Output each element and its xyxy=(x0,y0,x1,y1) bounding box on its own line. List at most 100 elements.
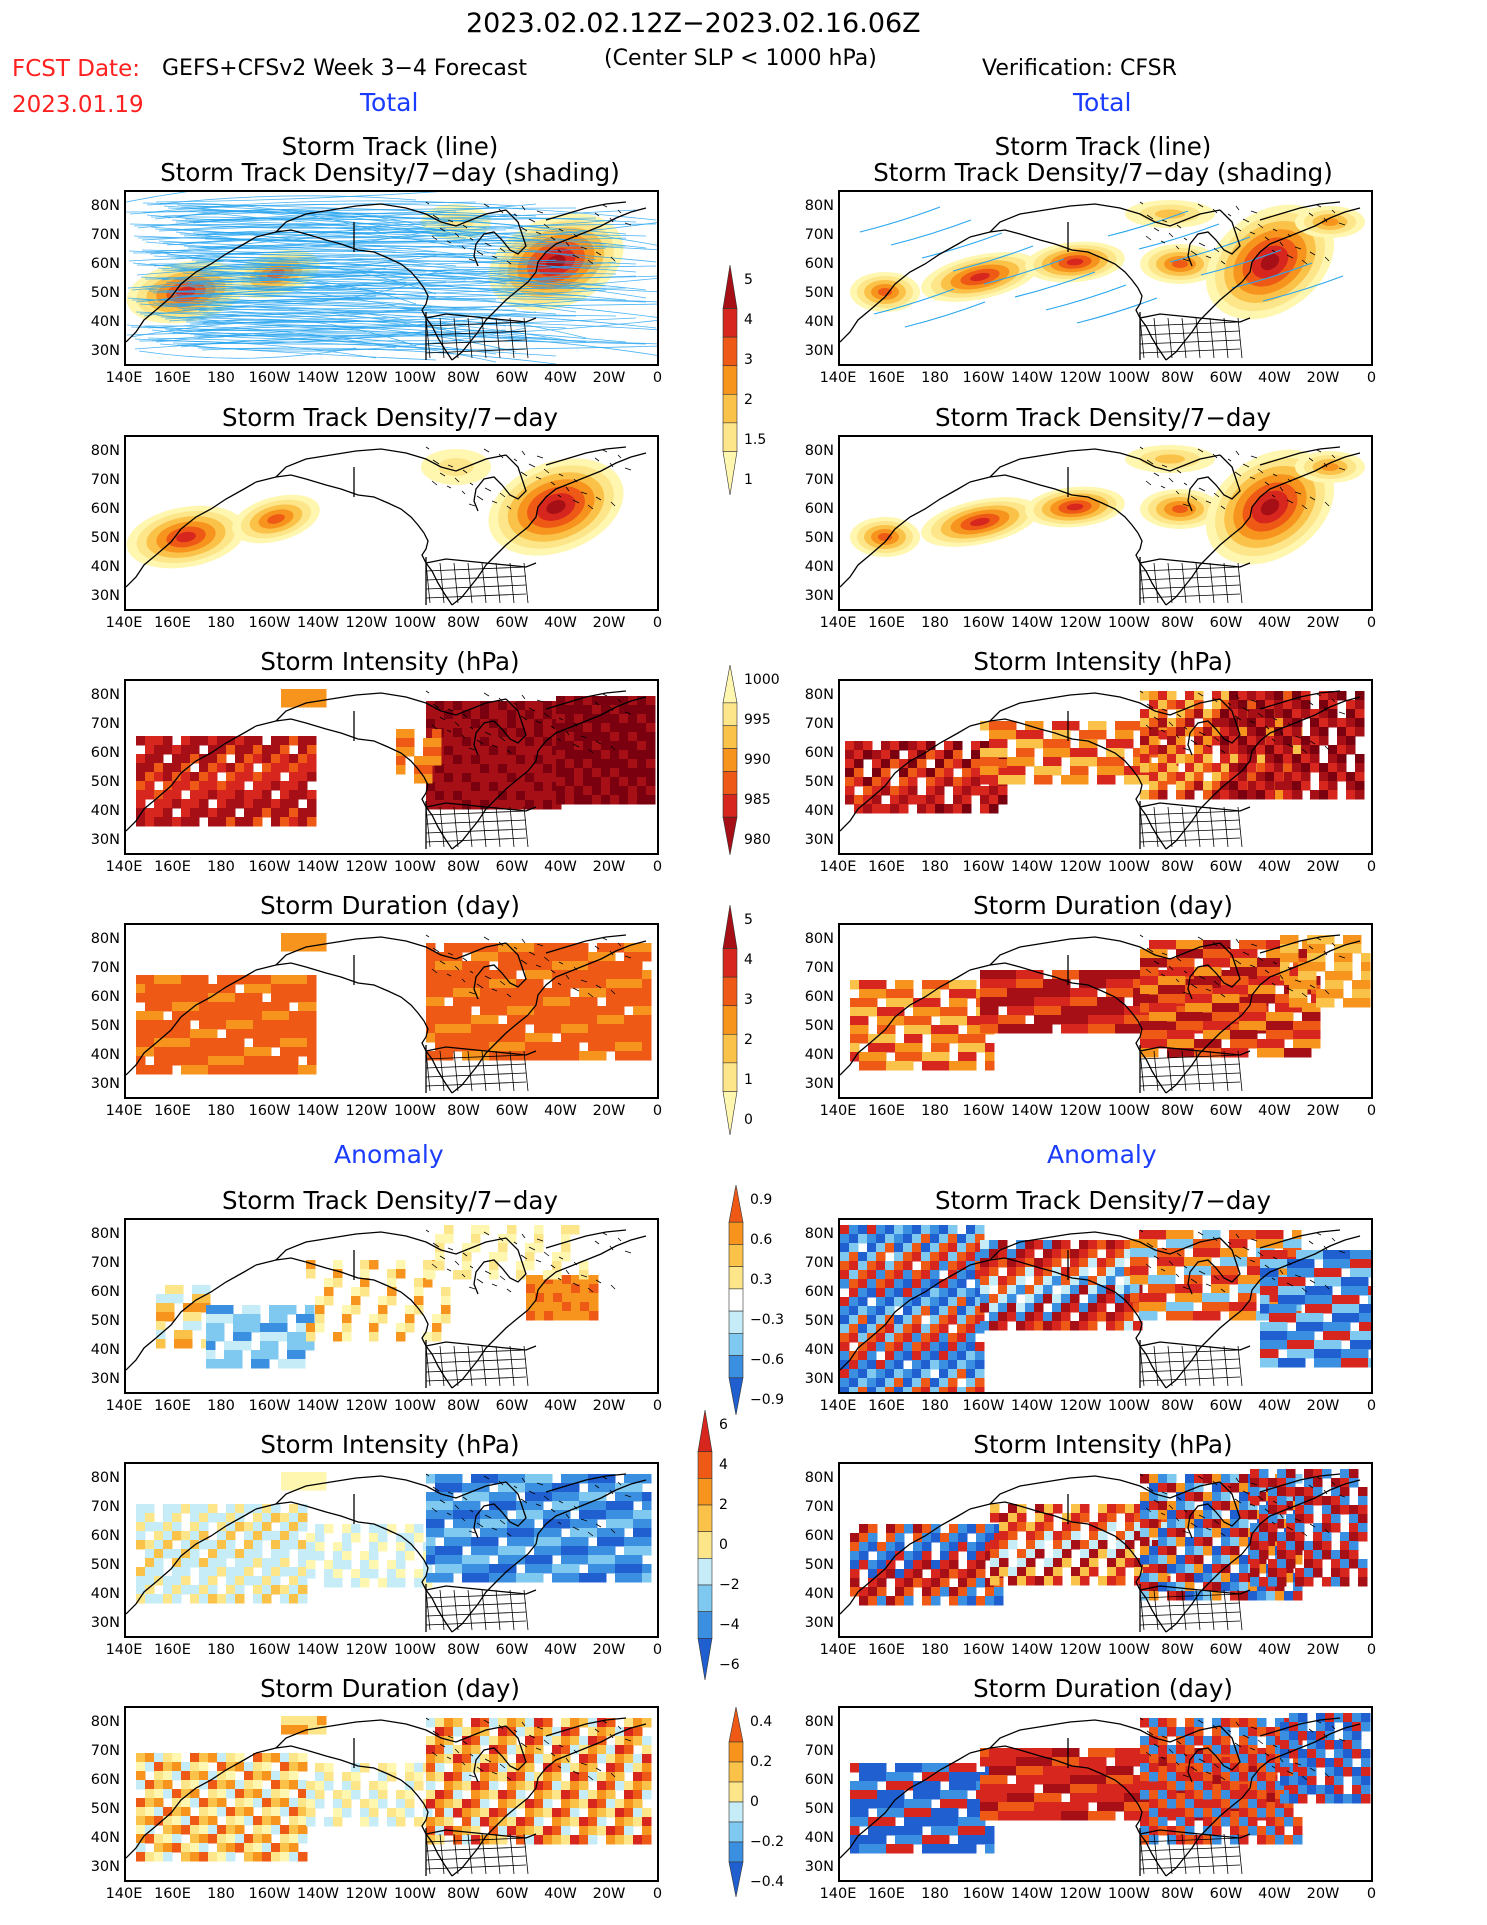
lon-tick-label: 0 xyxy=(1366,370,1377,386)
lat-tick-label: 40N xyxy=(90,803,120,819)
lon-tick-label: 140W xyxy=(296,615,339,631)
lon-tick-label: 180 xyxy=(207,1886,235,1902)
lat-tick-label: 80N xyxy=(804,1226,834,1242)
lon-tick-label: 60W xyxy=(1209,1103,1243,1119)
lon-tick-label: 60W xyxy=(495,1103,529,1119)
lat-tick-label: 60N xyxy=(804,989,834,1005)
lon-tick-label: 20W xyxy=(592,1103,626,1119)
lon-tick-label: 160E xyxy=(154,1398,191,1414)
lon-tick-label: 160W xyxy=(962,1886,1005,1902)
lon-tick-label: 120W xyxy=(1059,1886,1102,1902)
lat-tick-label: 60N xyxy=(804,256,834,272)
map-intensity-verification xyxy=(838,679,1373,855)
lat-tick-label: 70N xyxy=(90,960,120,976)
panel-title-intensity-right: Storm Intensity (hPa) xyxy=(973,647,1233,676)
lat-tick-label: 70N xyxy=(90,472,120,488)
lat-tick-label: 50N xyxy=(90,1801,120,1817)
lat-tick-label: 70N xyxy=(90,716,120,732)
lon-tick-label: 180 xyxy=(207,615,235,631)
lat-tick-label: 80N xyxy=(90,1470,120,1486)
lon-tick-label: 20W xyxy=(1306,1642,1340,1658)
lon-tick-label: 160E xyxy=(868,1103,905,1119)
lon-tick-label: 40W xyxy=(1258,1886,1291,1902)
colorbar-tick-label: 0 xyxy=(719,1537,728,1553)
lon-tick-label: 100W xyxy=(1107,615,1150,631)
lat-tick-label: 30N xyxy=(90,343,120,359)
lon-tick-label: 180 xyxy=(921,1103,949,1119)
lon-tick-label: 100W xyxy=(393,1103,436,1119)
lon-tick-label: 20W xyxy=(1306,615,1340,631)
lat-tick-label: 40N xyxy=(804,314,834,330)
lon-tick-label: 140W xyxy=(296,1398,339,1414)
lat-tick-label: 70N xyxy=(90,1499,120,1515)
lon-tick-label: 120W xyxy=(1059,859,1102,875)
lat-tick-label: 60N xyxy=(804,501,834,517)
section-anomaly-right: Anomaly xyxy=(1047,1140,1157,1169)
lon-tick-label: 140W xyxy=(1010,1103,1053,1119)
panel-title-anom-duration-left: Storm Duration (day) xyxy=(260,1674,520,1703)
lat-tick-label: 80N xyxy=(90,931,120,947)
lat-tick-label: 40N xyxy=(90,1047,120,1063)
lat-tick-label: 40N xyxy=(90,1830,120,1846)
lon-tick-label: 120W xyxy=(345,859,388,875)
lon-tick-label: 100W xyxy=(1107,1886,1150,1902)
lon-tick-label: 180 xyxy=(207,1103,235,1119)
lon-tick-label: 80W xyxy=(447,370,480,386)
lat-tick-label: 40N xyxy=(804,1342,834,1358)
lon-tick-label: 160W xyxy=(962,1398,1005,1414)
lat-tick-label: 40N xyxy=(90,314,120,330)
map-anom-duration-forecast xyxy=(124,1706,659,1882)
lon-tick-label: 140E xyxy=(105,1103,143,1119)
map-anom-density-forecast xyxy=(124,1218,659,1394)
colorbar-anom-density xyxy=(728,1185,744,1415)
colorbar-anom-duration xyxy=(728,1707,744,1897)
colorbar-tick-label: 2 xyxy=(744,392,753,408)
lat-tick-label: 80N xyxy=(90,198,120,214)
colorbar-tick-label: 0.6 xyxy=(750,1232,773,1248)
lon-tick-label: 80W xyxy=(447,1886,480,1902)
lon-tick-label: 40W xyxy=(1258,859,1291,875)
lon-tick-label: 180 xyxy=(921,1642,949,1658)
panel-title-anom-duration-right: Storm Duration (day) xyxy=(973,1674,1233,1703)
lat-tick-label: 40N xyxy=(804,1586,834,1602)
lon-tick-label: 60W xyxy=(495,615,529,631)
colorbar-tick-label: 3 xyxy=(744,992,753,1008)
lon-tick-label: 160E xyxy=(154,1103,191,1119)
panel-title-density-right: Storm Track Density/7−day xyxy=(935,403,1271,432)
lat-tick-label: 80N xyxy=(804,198,834,214)
lon-tick-label: 80W xyxy=(447,1398,480,1414)
lat-tick-label: 30N xyxy=(804,832,834,848)
lon-tick-label: 120W xyxy=(345,370,388,386)
lat-tick-label: 40N xyxy=(90,559,120,575)
lat-tick-label: 80N xyxy=(804,1714,834,1730)
lat-tick-label: 70N xyxy=(804,472,834,488)
lon-tick-label: 0 xyxy=(652,1398,663,1414)
panel-title-anom-density-right: Storm Track Density/7−day xyxy=(935,1186,1271,1215)
lon-tick-label: 160W xyxy=(962,1642,1005,1658)
lat-tick-label: 70N xyxy=(804,1499,834,1515)
lon-tick-label: 20W xyxy=(592,1642,626,1658)
lon-tick-label: 140W xyxy=(296,1886,339,1902)
lon-tick-label: 40W xyxy=(544,1103,577,1119)
lat-tick-label: 80N xyxy=(90,443,120,459)
colorbar-tick-label: 0 xyxy=(750,1794,759,1810)
lat-tick-label: 50N xyxy=(90,1018,120,1034)
lat-tick-label: 50N xyxy=(804,774,834,790)
lat-tick-label: 50N xyxy=(90,285,120,301)
lon-tick-label: 160E xyxy=(868,859,905,875)
colorbar-total-density xyxy=(722,265,738,495)
lat-tick-label: 30N xyxy=(804,588,834,604)
lon-tick-label: 140E xyxy=(819,370,857,386)
colorbar-tick-label: −2 xyxy=(719,1577,740,1593)
lon-tick-label: 100W xyxy=(1107,1642,1150,1658)
lat-tick-label: 40N xyxy=(804,803,834,819)
colorbar-tick-label: 990 xyxy=(744,752,771,768)
colorbar-tick-label: 1000 xyxy=(744,672,780,688)
lon-tick-label: 160W xyxy=(248,1642,291,1658)
colorbar-tick-label: 1 xyxy=(744,472,753,488)
lon-tick-label: 60W xyxy=(1209,1398,1243,1414)
date-range: 2023.02.02.12Z−2023.02.16.06Z xyxy=(466,8,921,39)
map-density-verification xyxy=(838,435,1373,611)
lat-tick-label: 50N xyxy=(804,285,834,301)
lon-tick-label: 0 xyxy=(652,859,663,875)
